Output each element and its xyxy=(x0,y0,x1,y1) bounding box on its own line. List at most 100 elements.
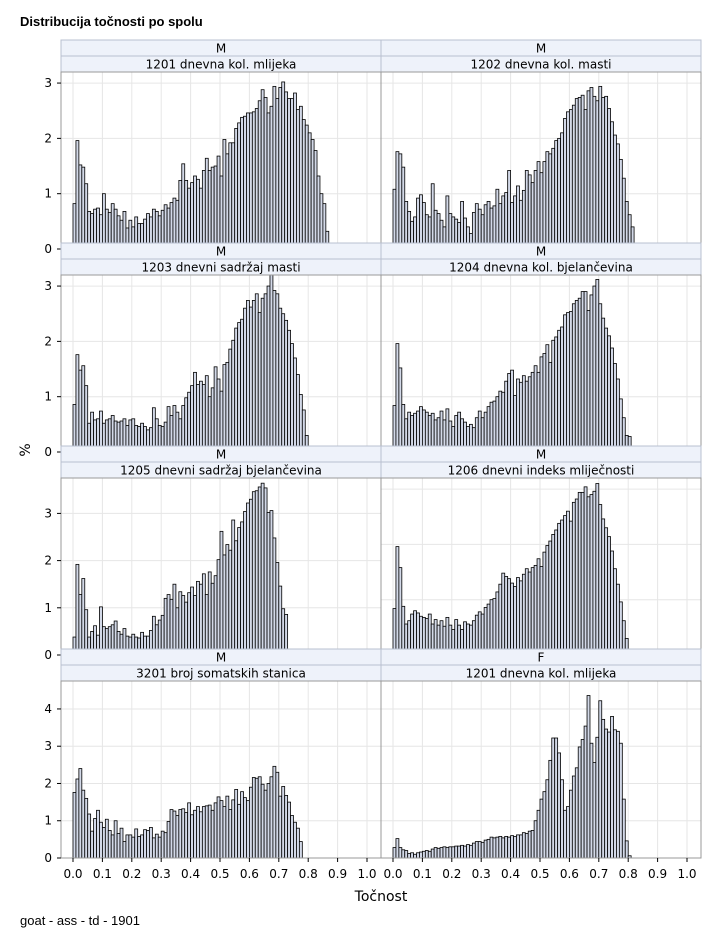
panel-1-bar xyxy=(81,166,86,250)
panel-3-bar xyxy=(193,371,197,453)
panel-4-bar xyxy=(419,406,423,453)
panel-7-bar xyxy=(275,771,280,859)
panel-4-bar xyxy=(533,365,538,453)
panel-1-bar xyxy=(298,105,303,250)
panel-6-bar xyxy=(618,601,623,656)
panel-6-bar xyxy=(577,491,582,656)
panel-6-bar xyxy=(551,534,556,656)
panel-8-xtick-label: 0.1 xyxy=(413,867,432,881)
panel-8-bar xyxy=(413,853,417,859)
panel-4-bar xyxy=(601,317,606,453)
panel-7-bar xyxy=(146,830,150,859)
panel-1-bar xyxy=(225,153,230,250)
panel-4-bar xyxy=(566,312,570,453)
panel-2-bar xyxy=(495,188,500,250)
panel-5-bar xyxy=(190,586,194,656)
panel-5-bar xyxy=(260,482,265,656)
panel-7-bar xyxy=(102,827,106,859)
panel-3-bar xyxy=(278,307,283,453)
panel-8-bar xyxy=(571,775,576,859)
panel-7-bar xyxy=(290,815,294,859)
panel-4-bar xyxy=(574,300,579,453)
panel-6-bar xyxy=(548,540,553,656)
panel-3-bar xyxy=(184,397,189,453)
panel-2-bar xyxy=(610,121,614,250)
panel-6-bar xyxy=(507,578,512,656)
panel-2-bar xyxy=(498,203,503,250)
panel-1-bar xyxy=(207,170,212,250)
panel-8-bar xyxy=(574,767,579,859)
panel-3-ytick-label: 1 xyxy=(44,390,52,404)
panel-1-bar xyxy=(260,89,265,250)
panel-8-bar xyxy=(569,789,573,859)
panel-7-bar xyxy=(93,818,97,859)
panel-7-bar xyxy=(278,795,283,859)
panel-1-bar xyxy=(246,112,250,250)
panel-6-bar xyxy=(592,490,597,656)
panel-6-bar xyxy=(492,598,497,656)
panel-3-ytick-label: 2 xyxy=(44,334,52,348)
panel-3-bar xyxy=(272,290,277,453)
panel-4-bar xyxy=(545,344,550,453)
panel-8-bar xyxy=(501,837,506,859)
panel-3-bar xyxy=(84,385,89,453)
panel-3-ytick-label: 3 xyxy=(44,279,52,293)
footnote: goat - ass - td - 1901 xyxy=(20,913,140,928)
panel-7-bar xyxy=(151,837,156,859)
panel-5-bar xyxy=(228,549,233,656)
panel-8-bar xyxy=(427,850,432,859)
panel-1-bar xyxy=(304,124,309,250)
panel-4-bar xyxy=(513,395,517,453)
panel-8-bar xyxy=(457,845,462,859)
panel-2-bar xyxy=(510,202,514,250)
panel-5-bar xyxy=(269,510,274,656)
panel-1-bar xyxy=(263,97,268,250)
panel-1-bar xyxy=(234,128,239,250)
panel-4-bar xyxy=(586,309,591,453)
panel-5-bar xyxy=(237,527,241,656)
panel-5-bar xyxy=(204,594,209,656)
panel-7-bar xyxy=(246,800,250,859)
panel-3-bar xyxy=(234,327,239,453)
panel-4-bar xyxy=(542,353,547,453)
panel-6-bar xyxy=(563,515,567,656)
panel-7-bar xyxy=(184,812,189,859)
panel-2-bar xyxy=(613,134,617,250)
panel-6-bar xyxy=(392,608,397,656)
panel-7-ytick-label: 0 xyxy=(44,851,52,865)
panel-2-bar xyxy=(430,183,435,250)
panel-7-bar xyxy=(175,815,180,859)
panel-3-bar xyxy=(78,369,83,453)
panel-2-bar xyxy=(398,153,403,250)
panel-3-bar xyxy=(254,293,259,453)
panel-7-xtick-label: 0.0 xyxy=(63,867,82,881)
panel-1-bar xyxy=(169,202,174,250)
panel-5-bar xyxy=(254,490,259,656)
panel-7-bar xyxy=(234,789,239,859)
panel-8-bar xyxy=(539,798,544,859)
panel-1-bar xyxy=(78,164,83,250)
panel-3-bar xyxy=(75,354,80,453)
panel-8-bar xyxy=(595,736,600,859)
panel-3-bar xyxy=(298,394,303,453)
panel-1-bar xyxy=(284,91,289,250)
panel-6-row-header: M xyxy=(536,448,546,462)
panel-1-bar xyxy=(281,81,286,250)
panel-7-bar xyxy=(134,828,139,859)
panel-1-bar xyxy=(316,175,321,250)
panel-5-bar xyxy=(210,582,215,656)
panel-1-row-header: M xyxy=(216,42,226,56)
panel-8-bar xyxy=(474,841,479,859)
panel-3-bar xyxy=(228,348,233,453)
panel-6-bar xyxy=(513,586,517,656)
panel-7-bar xyxy=(163,832,168,859)
panel-8-bar xyxy=(516,834,520,859)
panel-5-bar xyxy=(251,491,256,656)
panel-7-bar xyxy=(260,783,265,859)
panel-2-bar xyxy=(569,109,573,250)
panel-8-bar xyxy=(430,848,435,859)
panel-7-bar xyxy=(225,795,230,859)
panel-7-bar xyxy=(204,805,209,859)
panel-4-bar xyxy=(607,335,611,453)
panel-8-bar xyxy=(604,728,609,859)
